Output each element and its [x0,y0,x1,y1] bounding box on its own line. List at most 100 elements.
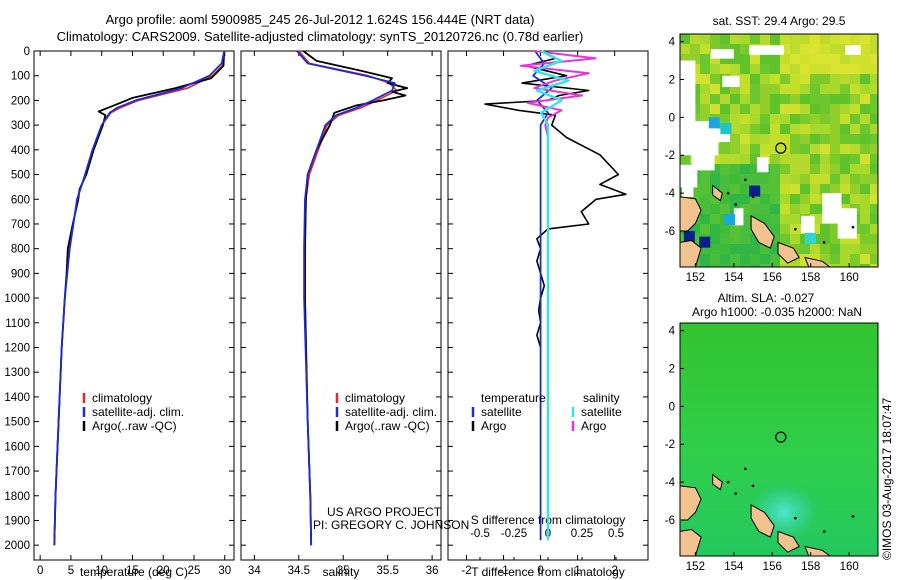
sst-cell [710,254,721,265]
sst-cell [820,124,831,135]
sst-cell [720,204,731,215]
sst-cell [790,244,801,255]
island-dot [822,530,826,533]
sst-cell [680,34,691,45]
sst-cell [860,134,871,145]
sst-cell [700,224,711,235]
sst-cell [800,174,811,185]
sst-map-xtick-label: 158 [801,272,820,284]
sst-cold-cell [720,123,732,135]
temperature-frame [33,50,235,561]
sst-cell [830,254,841,265]
sst-cell [770,224,781,235]
sst-cell [830,264,841,267]
sdiff-tick-label: -0.25 [501,528,527,540]
difference-xtick-label: 0 [537,565,543,577]
sst-cell [860,164,871,175]
figure-title-line2: Climatology: CARS2009. Satellite-adjuste… [56,29,584,44]
sst-cell [700,254,711,265]
sst-cell [780,214,791,225]
sst-cell [790,214,801,225]
sst-cell [830,124,841,135]
sst-cell [780,154,791,165]
sst-cell [740,64,751,75]
land-polygon [680,239,702,267]
sst-cell [760,34,771,45]
sst-cell [730,94,741,105]
sst-cell [760,144,771,155]
temperature-xtick-label: 10 [95,565,108,577]
sst-cell [740,54,751,65]
sst-cell [870,224,878,235]
sst-cell [720,64,731,75]
sst-cell [690,44,701,55]
sst-cell [860,84,871,95]
sst-cell [830,114,841,125]
sst-cell [870,44,878,55]
tdiff-legend-title: temperature [481,391,546,405]
sla-map-subtitle: Argo h1000: -0.035 h2000: NaN [692,305,862,319]
sst-cell [870,124,878,135]
sst-cell [860,74,871,85]
sst-cell [870,184,878,195]
sst-cell [770,244,781,255]
sst-cell [710,234,721,245]
sst-cell [710,54,721,65]
sst-cell [860,104,871,115]
sla-map-frame [679,322,879,557]
sst-cell [870,214,878,225]
sst-cell [750,244,761,255]
sst-cell [830,74,841,85]
sst-cell [820,104,831,115]
sst-cell [690,234,701,245]
sst-cell [860,44,871,55]
island-dot [851,514,855,518]
sst-cell [780,194,791,205]
sst-cell [730,224,741,235]
sst-cell [760,204,771,215]
island-dot [794,516,797,520]
sst-cell [850,94,861,105]
depth-tick-label: 1300 [4,367,30,379]
depth-tick-label: 200 [11,95,30,107]
sst-cell [820,234,831,245]
sst-cell [770,174,781,185]
sst-cell [750,154,761,165]
sst-cell [870,154,878,165]
sst-cell [740,204,751,215]
sst-cell [840,144,851,155]
salinity-xlabel: salinity [323,565,360,579]
sst-cell [870,234,878,245]
sst-cell [870,34,878,45]
sst-cell [860,94,871,105]
sst-cell [840,154,851,165]
temperature-xlabel: temperature (deg C) [80,565,188,579]
sla-map-ytick-label: 2 [669,363,675,375]
sst-cell [790,154,801,165]
figure-title-line1: Argo profile: aoml 5900985_245 26-Jul-20… [105,12,535,27]
sst-cell [720,234,731,245]
depth-tick-label: 1400 [4,392,30,404]
land-polygon [804,545,831,556]
sst-cell [700,114,711,125]
sst-cell [720,94,731,105]
sst-cell [850,234,861,245]
sdiff-legend-label: satellite [581,405,622,419]
sst-cold-cell [708,117,720,129]
sst-missing [680,164,698,188]
sst-cold-cell [749,185,761,197]
sst-cell [750,74,761,85]
sst-cell [730,264,741,267]
sst-cell [830,94,841,105]
sst-cell [700,244,711,255]
sst-cell [820,114,831,125]
sst-cell [740,34,751,45]
sst-cell [720,184,731,195]
sst-cell [790,114,801,125]
sst-cell [740,84,751,95]
sst-cell [720,114,731,125]
sst-cell [860,224,871,235]
sst-cell [710,194,721,205]
sst-cell [780,124,791,135]
sst-cell [760,74,771,85]
